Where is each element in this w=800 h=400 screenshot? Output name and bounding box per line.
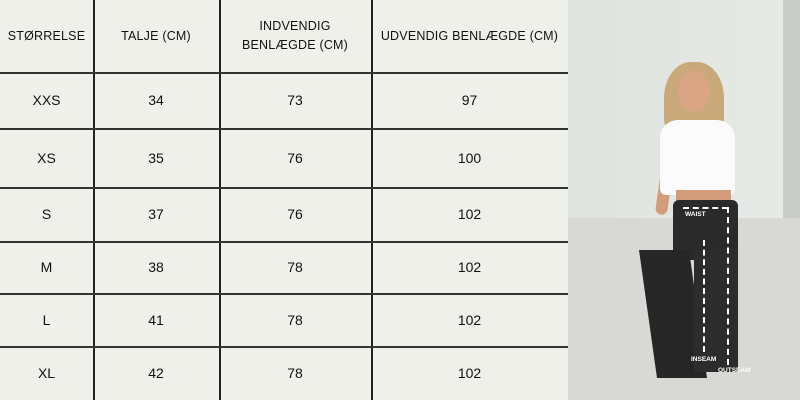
table-cell: 76: [287, 206, 303, 222]
table-cell: 73: [287, 92, 303, 108]
column-header: UDVENDIG BENLÆGDE (CM): [380, 28, 559, 43]
row-divider: [0, 72, 568, 74]
size-chart-table: STØRRELSE TALJE (CM) INDVENDIG BENLÆGDE (C…: [0, 0, 568, 400]
table-cell: M: [40, 259, 53, 275]
table-cell: 100: [457, 149, 482, 166]
column-divider: [371, 0, 373, 400]
table-cell: 42: [148, 365, 164, 381]
table-cell: 97: [461, 92, 478, 108]
row-divider: [0, 346, 568, 348]
row-divider: [0, 128, 568, 130]
table-cell: S: [41, 206, 52, 222]
row-divider: [0, 187, 568, 189]
row-divider: [0, 293, 568, 295]
table-cell: 35: [148, 149, 164, 166]
table-cell: 41: [148, 311, 164, 328]
table-cell: 102: [457, 206, 482, 222]
table-cell: XL: [37, 365, 56, 381]
table-cell: 102: [457, 259, 482, 275]
table-cell: 78: [287, 259, 303, 275]
outseam-label: OUTSEAM: [718, 367, 751, 374]
table-cell: 102: [457, 311, 482, 328]
table-cell: 76: [287, 149, 303, 166]
column-header: INDVENDIG BENLÆGDE (CM): [241, 19, 349, 52]
outseam-line: [727, 207, 729, 365]
table-cell: XXS: [32, 92, 61, 108]
row-divider: [0, 241, 568, 243]
waist-label: WAIST: [685, 211, 706, 218]
model-photo: WAIST INSEAM OUTSEAM: [568, 0, 800, 400]
column-header: STØRRELSE: [7, 28, 86, 43]
inseam-line: [703, 240, 705, 352]
column-header: TALJE (CM): [121, 28, 191, 43]
table-cell: 34: [148, 92, 164, 108]
model-shirt: [660, 120, 735, 195]
table-cell: 102: [457, 365, 482, 381]
column-divider: [219, 0, 221, 400]
background-room: [783, 0, 800, 220]
inseam-label: INSEAM: [691, 356, 717, 363]
table-cell: 38: [148, 259, 164, 275]
table-cell: 37: [148, 206, 164, 222]
waist-line: [683, 207, 728, 209]
table-cell: L: [42, 311, 51, 328]
table-cell: 78: [287, 365, 303, 381]
model-face: [678, 70, 710, 112]
model-leg-right: [694, 250, 738, 372]
table-cell: XS: [37, 149, 56, 166]
table-cell: 78: [287, 311, 303, 328]
column-divider: [93, 0, 95, 400]
